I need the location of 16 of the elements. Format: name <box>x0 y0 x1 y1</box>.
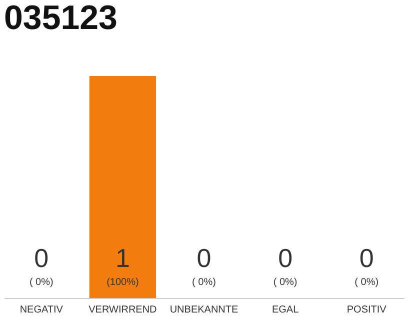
chart-title: 035123 <box>4 0 118 37</box>
annotation: ( 0%) <box>192 277 216 288</box>
x-tick-label: VERWIRREND <box>88 304 157 316</box>
x-tick-label: UNBEKANNTE <box>170 304 238 316</box>
annotation: (100%) <box>106 277 139 288</box>
x-tick-label: NEGATIV <box>20 304 64 316</box>
data-label: 0 <box>359 243 374 273</box>
data-label: 0 <box>278 243 293 273</box>
x-tick-label: POSITIV <box>346 304 387 316</box>
data-label: 1 <box>115 243 130 273</box>
annotation: ( 0%) <box>354 277 379 288</box>
data-label: 0 <box>34 243 49 273</box>
annotation: ( 0%) <box>29 277 54 288</box>
data-label: 0 <box>196 243 212 273</box>
x-tick-label: EGAL <box>272 304 300 316</box>
annotation: ( 0%) <box>273 277 298 288</box>
